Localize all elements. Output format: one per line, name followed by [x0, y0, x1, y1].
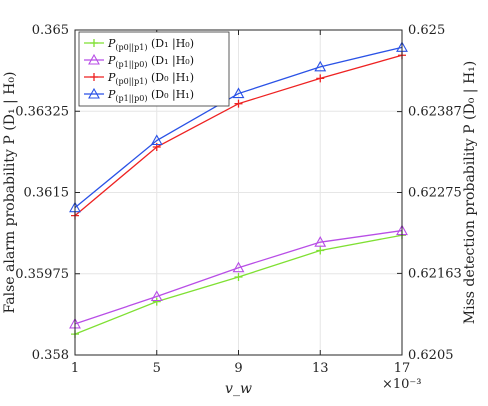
series-2 — [69, 224, 408, 329]
data-point-triangle — [232, 87, 245, 99]
left-y-tick-label: 0.35975 — [15, 267, 69, 282]
data-point-triangle — [88, 87, 100, 99]
legend-entry: P(p1||p0) (D₀ |H₁) — [84, 87, 194, 103]
data-point-triangle — [314, 60, 327, 72]
legend-label: P(p0||p1) (D₀ |H₁) — [107, 71, 194, 86]
right-y-tick-label: 0.62387 — [408, 105, 462, 120]
data-point-triangle — [232, 261, 245, 273]
data-point-plus — [90, 73, 98, 81]
data-point-plus — [234, 273, 243, 281]
left-y-axis-ticks: 0.358 0.35975 0.3615 0.36325 0.365 — [15, 23, 80, 363]
data-point-plus — [316, 74, 325, 83]
data-point-plus — [90, 39, 98, 47]
right-y-axis-title: Miss detection probability P (D₀ | H₁) — [462, 61, 478, 324]
x-axis-ticks: 1 5 9 13 17 — [71, 30, 410, 376]
data-point-plus — [316, 246, 325, 255]
legend-entry: P(p0||p1) (D₀ |H₁) — [84, 71, 194, 86]
data-point-triangle — [314, 236, 327, 247]
data-point-triangle — [88, 53, 100, 65]
left-y-tick-label: 0.358 — [32, 348, 69, 363]
x-tick-label: 13 — [312, 361, 329, 376]
series-1 — [71, 231, 406, 339]
data-point-triangle — [150, 290, 163, 302]
data-point-triangle — [150, 134, 163, 146]
series-line — [74, 46, 403, 209]
legend-label: P(p0||p1) (D₁ |H₀) — [107, 37, 194, 52]
plot-series — [69, 41, 408, 339]
series-line — [74, 229, 403, 325]
right-y-tick-label: 0.6205 — [408, 348, 454, 363]
x-axis-multiplier: ×10⁻³ — [382, 377, 422, 392]
right-y-axis-ticks: 0.6205 0.62163 0.62275 0.62387 0.625 — [397, 23, 462, 363]
x-tick-label: 9 — [234, 361, 242, 376]
legend-entry: P(p0||p1) (D₁ |H₀) — [84, 37, 194, 52]
legend-label: P(p1||p0) (D₁ |H₀) — [107, 54, 194, 69]
x-tick-label: 5 — [153, 361, 161, 376]
data-point-plus — [234, 99, 243, 108]
x-axis-title: v_w — [225, 381, 252, 397]
legend-entry: P(p1||p0) (D₁ |H₀) — [84, 53, 194, 69]
right-y-tick-label: 0.62163 — [408, 266, 462, 281]
data-point-plus — [152, 297, 161, 306]
left-y-axis-title: False alarm probability P (D₁ | H₀) — [2, 72, 18, 314]
right-y-tick-label: 0.625 — [408, 23, 445, 38]
left-y-tick-label: 0.365 — [32, 23, 69, 38]
x-tick-label: 17 — [394, 361, 411, 376]
right-y-tick-label: 0.62275 — [408, 186, 462, 201]
x-tick-label: 1 — [71, 361, 79, 376]
legend: P(p0||p1) (D₁ |H₀) P(p1||p0) (D₁ |H₀) P(p0… — [78, 31, 230, 107]
left-y-tick-label: 0.3615 — [24, 186, 70, 201]
legend-label: P(p1||p0) (D₀ |H₁) — [107, 88, 194, 103]
left-y-tick-label: 0.36325 — [15, 104, 69, 119]
